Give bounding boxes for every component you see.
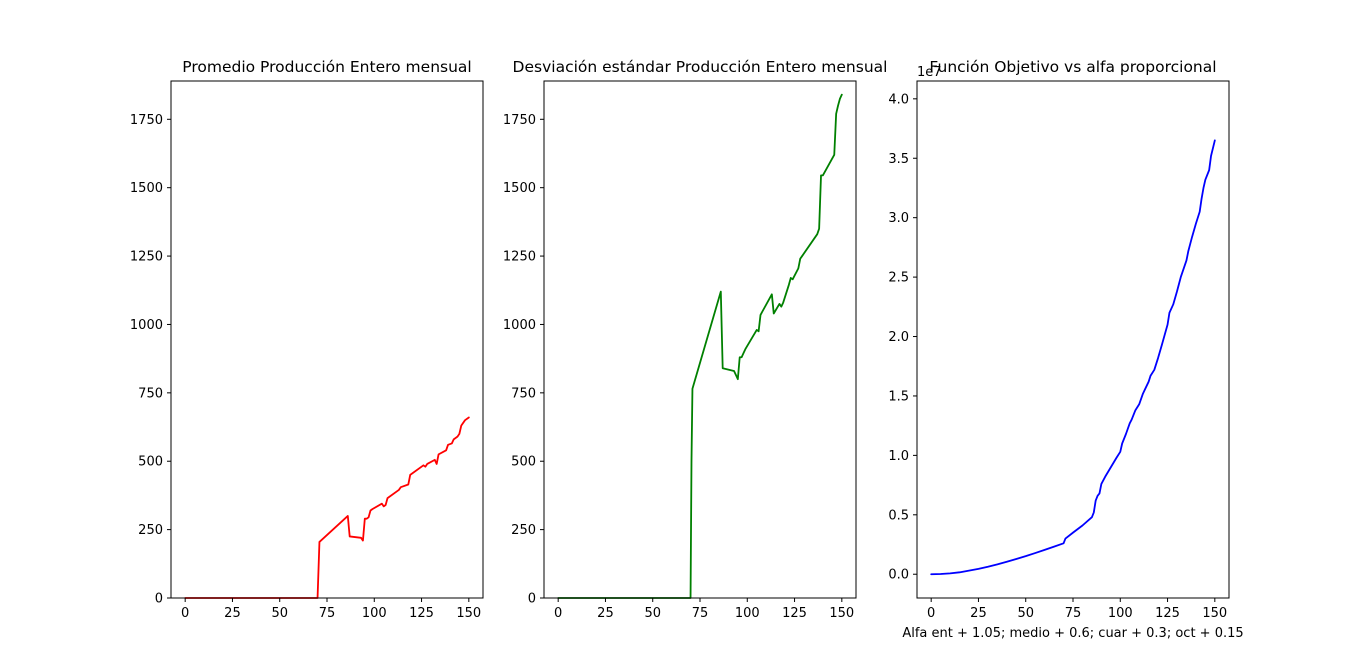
x-tick-label: 125 bbox=[1155, 606, 1180, 621]
y-tick-label: 4.0 bbox=[888, 92, 909, 107]
x-tick-label: 150 bbox=[1202, 606, 1227, 621]
x-tick-label: 100 bbox=[1108, 606, 1133, 621]
x-tick-label: 50 bbox=[1017, 606, 1034, 621]
y-tick-label: 0.0 bbox=[888, 568, 909, 583]
x-tick-label: 0 bbox=[181, 606, 189, 621]
chart-panel-1: 0 25 50 75 100 125 150025050075010001250150017… bbox=[130, 58, 484, 621]
series-line-1 bbox=[184, 416, 470, 599]
y-tick-label: 1250 bbox=[503, 250, 536, 265]
x-tick-label: 100 bbox=[735, 606, 760, 621]
y-tick-label: 750 bbox=[511, 386, 536, 401]
x-tick-label: 25 bbox=[224, 606, 241, 621]
y-tick-label: 0 bbox=[155, 592, 163, 607]
y-tick-label: 1500 bbox=[130, 181, 163, 196]
chart-panel-3: 0 25 50 75 100 125 150 0.0 0.5 1.0 1.5 2.0 2.5 3.0 3.5… bbox=[888, 58, 1243, 641]
x-tick-label: 50 bbox=[271, 606, 288, 621]
y-tick-label: 1.5 bbox=[888, 389, 909, 404]
x-tick-label: 75 bbox=[1065, 606, 1082, 621]
chart-title: Desviación estándar Producción Entero me… bbox=[513, 58, 888, 76]
y-tick-label: 250 bbox=[138, 523, 163, 538]
x-tick-label: 0 bbox=[554, 606, 562, 621]
y-tick-label: 500 bbox=[138, 455, 163, 470]
y-tick-label: 3.0 bbox=[888, 211, 909, 226]
y-tick-label: 1500 bbox=[503, 181, 536, 196]
y-tick-label: 1.0 bbox=[888, 449, 909, 464]
x-tick-label: 150 bbox=[829, 606, 854, 621]
y-tick-label: 1750 bbox=[130, 113, 163, 128]
x-tick-label: 125 bbox=[409, 606, 434, 621]
x-tick-label: 125 bbox=[782, 606, 807, 621]
x-tick-label: 75 bbox=[692, 606, 709, 621]
y-tick-label: 250 bbox=[511, 523, 536, 538]
y-tick-label: 0.5 bbox=[888, 508, 909, 523]
y-tick-label: 2.5 bbox=[888, 271, 909, 286]
x-tick-label: 50 bbox=[644, 606, 661, 621]
y-tick-label: 1000 bbox=[503, 318, 536, 333]
chart-title: Promedio Producción Entero mensual bbox=[182, 58, 471, 76]
chart-title: Función Objetivo vs alfa proporcional bbox=[929, 58, 1216, 76]
x-tick-label: 75 bbox=[319, 606, 336, 621]
series-line-1 bbox=[557, 93, 843, 599]
y-tick-label: 1750 bbox=[503, 113, 536, 128]
y-tick-label: 2.0 bbox=[888, 330, 909, 345]
x-axis-label: Alfa ent + 1.05; medio + 0.6; cuar + 0.3… bbox=[902, 626, 1243, 641]
y-tick-label: 500 bbox=[511, 455, 536, 470]
y-tick-label: 750 bbox=[138, 386, 163, 401]
x-tick-label: 100 bbox=[362, 606, 387, 621]
axis-offset-text: 1e7 bbox=[917, 65, 942, 80]
x-tick-label: 150 bbox=[456, 606, 481, 621]
y-tick-label: 1000 bbox=[130, 318, 163, 333]
y-tick-label: 0 bbox=[528, 592, 536, 607]
chart-panel-2: 0 25 50 75 100 125 150025050075010001250150017… bbox=[503, 58, 888, 621]
series-line-1 bbox=[930, 139, 1216, 576]
x-tick-label: 0 bbox=[927, 606, 935, 621]
x-tick-label: 25 bbox=[597, 606, 614, 621]
y-tick-label: 1250 bbox=[130, 250, 163, 265]
y-tick-label: 3.5 bbox=[888, 152, 909, 167]
x-tick-label: 25 bbox=[970, 606, 987, 621]
